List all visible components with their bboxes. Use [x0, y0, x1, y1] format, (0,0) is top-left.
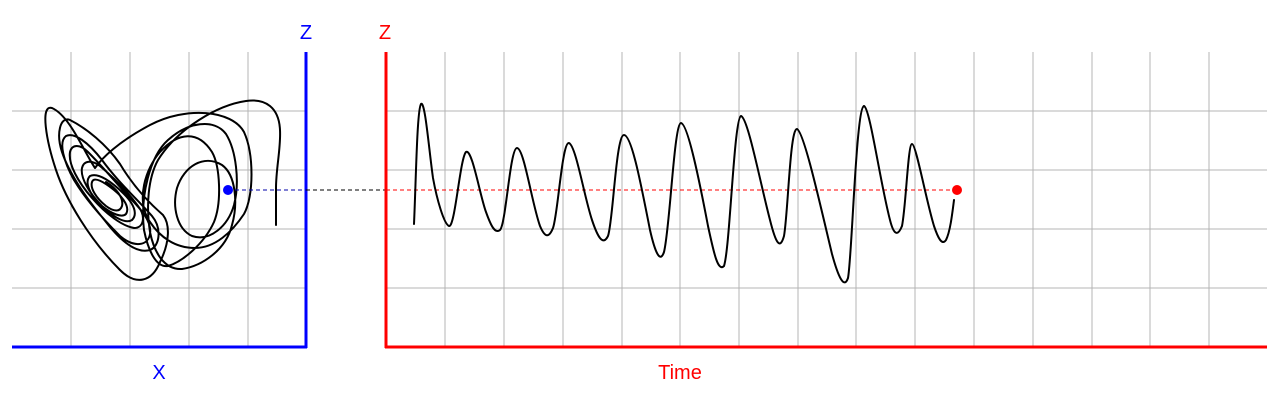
- lorenz-attractor-trajectory: [44, 99, 282, 281]
- phase-current-point-marker: [223, 185, 233, 195]
- phase-grid: [12, 52, 306, 347]
- time-axis-label: Time: [658, 362, 702, 384]
- phase-x-axis-label: X: [152, 362, 165, 384]
- phase-portrait-panel: Z X: [12, 22, 312, 384]
- z-time-series: [413, 102, 955, 284]
- time-z-axis-label: Z: [379, 22, 391, 44]
- time-series-panel: Z Time: [379, 22, 1267, 384]
- phase-z-axis-label: Z: [300, 22, 312, 44]
- time-current-point-marker: [952, 185, 962, 195]
- time-grid: [386, 52, 1267, 347]
